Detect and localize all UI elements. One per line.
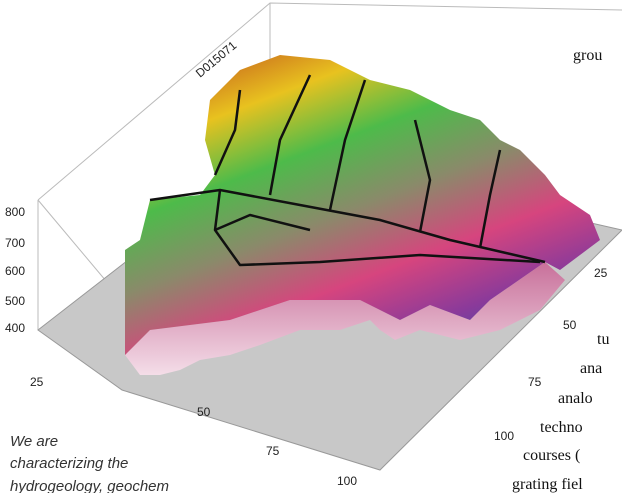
caption-line: hydrogeology, geochem xyxy=(10,478,169,493)
side-tick-label: 100 xyxy=(494,429,514,443)
body-text-line: grating fiel xyxy=(512,476,583,493)
z-tick-label: 800 xyxy=(5,205,25,219)
body-text-line: techno xyxy=(540,419,583,436)
body-text-line: ana xyxy=(580,360,602,377)
front-tick-label: 75 xyxy=(266,444,280,458)
body-text-line: tu xyxy=(597,331,609,348)
caption-line: We are xyxy=(10,433,58,450)
z-tick-label: 500 xyxy=(5,294,25,308)
body-text-line: courses ( xyxy=(523,447,580,464)
body-text-line: analo xyxy=(558,390,593,407)
front-tick-label: 25 xyxy=(30,375,44,389)
z-tick-label: 700 xyxy=(5,236,25,250)
side-tick-label: 25 xyxy=(594,266,608,280)
front-tick-label: 100 xyxy=(337,474,357,488)
side-tick-label: 50 xyxy=(563,318,577,332)
figure-label: D015071 xyxy=(193,38,240,80)
front-tick-label: 50 xyxy=(197,405,211,419)
caption-line: characterizing the xyxy=(10,455,128,472)
side-tick-label: 75 xyxy=(528,375,542,389)
z-tick-label: 600 xyxy=(5,264,25,278)
page: D015071 800 700 600 500 400 25 50 75 100 25 50 75 10… xyxy=(0,0,622,493)
z-tick-label: 400 xyxy=(5,321,25,335)
body-text-line: grou xyxy=(573,47,602,64)
